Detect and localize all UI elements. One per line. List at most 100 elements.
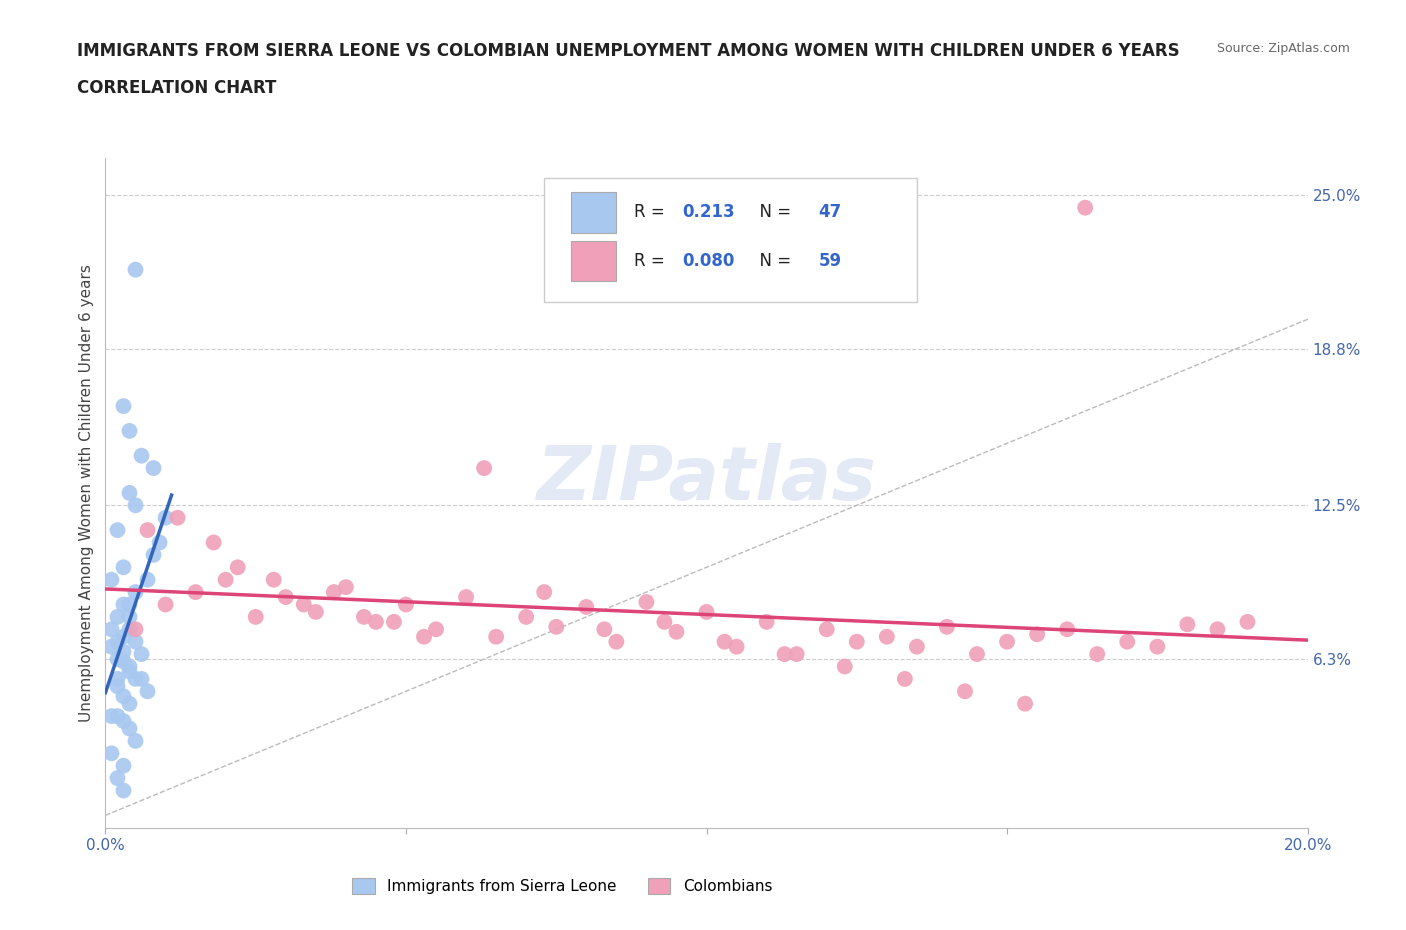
Point (131, 646, 153, 661)
Point (995, 634, 1018, 649)
Point (118, 697, 141, 711)
Point (112, 758, 135, 773)
Point (292, 597, 315, 612)
Point (148, 535, 170, 550)
Point (118, 721, 141, 736)
Point (155, 597, 177, 612)
Point (382, 615, 405, 630)
Point (112, 399, 135, 414)
Point (936, 619, 959, 634)
Point (112, 654, 135, 669)
Point (136, 572, 159, 587)
Text: IMMIGRANTS FROM SIERRA LEONE VS COLOMBIAN UNEMPLOYMENT AMONG WOMEN WITH CHILDREN: IMMIGRANTS FROM SIERRA LEONE VS COLOMBIA… (77, 42, 1180, 60)
Point (665, 624, 688, 639)
Text: 47: 47 (818, 204, 842, 221)
Point (364, 615, 387, 630)
Point (142, 548, 165, 563)
Point (1026, 627, 1049, 642)
Point (107, 709, 129, 724)
Point (118, 597, 141, 612)
Point (515, 609, 537, 624)
Point (214, 572, 236, 587)
Point (845, 634, 868, 649)
Point (107, 771, 129, 786)
Point (112, 713, 135, 728)
Point (118, 659, 141, 674)
Point (155, 511, 177, 525)
Point (953, 684, 976, 698)
Text: 0.213: 0.213 (682, 204, 735, 221)
Point (575, 600, 598, 615)
Text: N =: N = (748, 252, 796, 270)
Point (124, 262, 146, 277)
Point (245, 609, 267, 624)
Point (654, 615, 676, 630)
Point (966, 646, 988, 661)
Point (112, 630, 135, 644)
Point (1056, 622, 1078, 637)
Point (124, 498, 146, 512)
Point (131, 671, 153, 686)
Point (112, 560, 135, 575)
Point (1014, 697, 1036, 711)
Point (100, 709, 122, 724)
FancyBboxPatch shape (544, 179, 917, 302)
Point (107, 679, 129, 694)
Legend: Immigrants from Sierra Leone, Colombians: Immigrants from Sierra Leone, Colombians (346, 872, 779, 900)
Point (713, 634, 735, 649)
Point (1074, 200, 1097, 215)
Point (305, 604, 328, 619)
Point (118, 609, 141, 624)
Point (118, 485, 141, 500)
Point (136, 684, 159, 698)
Point (876, 630, 898, 644)
Point (107, 523, 129, 538)
Point (274, 590, 297, 604)
Point (118, 622, 141, 637)
Text: R =: R = (634, 252, 671, 270)
Point (112, 597, 135, 612)
Point (136, 523, 159, 538)
Point (425, 622, 447, 637)
Text: N =: N = (748, 204, 796, 221)
Point (118, 423, 141, 438)
Point (894, 671, 917, 686)
Point (696, 604, 718, 619)
Point (472, 460, 495, 475)
Text: 0.080: 0.080 (682, 252, 735, 270)
Point (118, 664, 141, 679)
Point (454, 590, 477, 604)
Point (263, 572, 285, 587)
Text: Source: ZipAtlas.com: Source: ZipAtlas.com (1216, 42, 1350, 55)
Point (100, 746, 122, 761)
Point (335, 579, 357, 594)
Point (107, 609, 129, 624)
Point (786, 646, 808, 661)
Point (124, 634, 146, 649)
Point (124, 585, 146, 600)
Text: CORRELATION CHART: CORRELATION CHART (77, 79, 277, 97)
Point (546, 619, 568, 634)
Point (905, 639, 928, 654)
Point (100, 622, 122, 637)
Point (773, 646, 796, 661)
Point (725, 639, 748, 654)
Point (107, 652, 129, 667)
Y-axis label: Unemployment Among Women with Children Under 6 years: Unemployment Among Women with Children U… (79, 264, 94, 722)
Point (112, 644, 135, 659)
Point (834, 659, 856, 674)
Point (202, 535, 225, 550)
FancyBboxPatch shape (571, 241, 616, 281)
Text: R =: R = (634, 204, 671, 221)
Point (107, 634, 129, 649)
Point (124, 734, 146, 749)
Point (124, 671, 146, 686)
Point (142, 460, 165, 475)
Point (112, 689, 135, 704)
Point (1116, 634, 1139, 649)
Point (100, 572, 122, 587)
Point (485, 630, 508, 644)
Point (1206, 622, 1229, 637)
Point (107, 671, 129, 686)
Point (1146, 639, 1168, 654)
